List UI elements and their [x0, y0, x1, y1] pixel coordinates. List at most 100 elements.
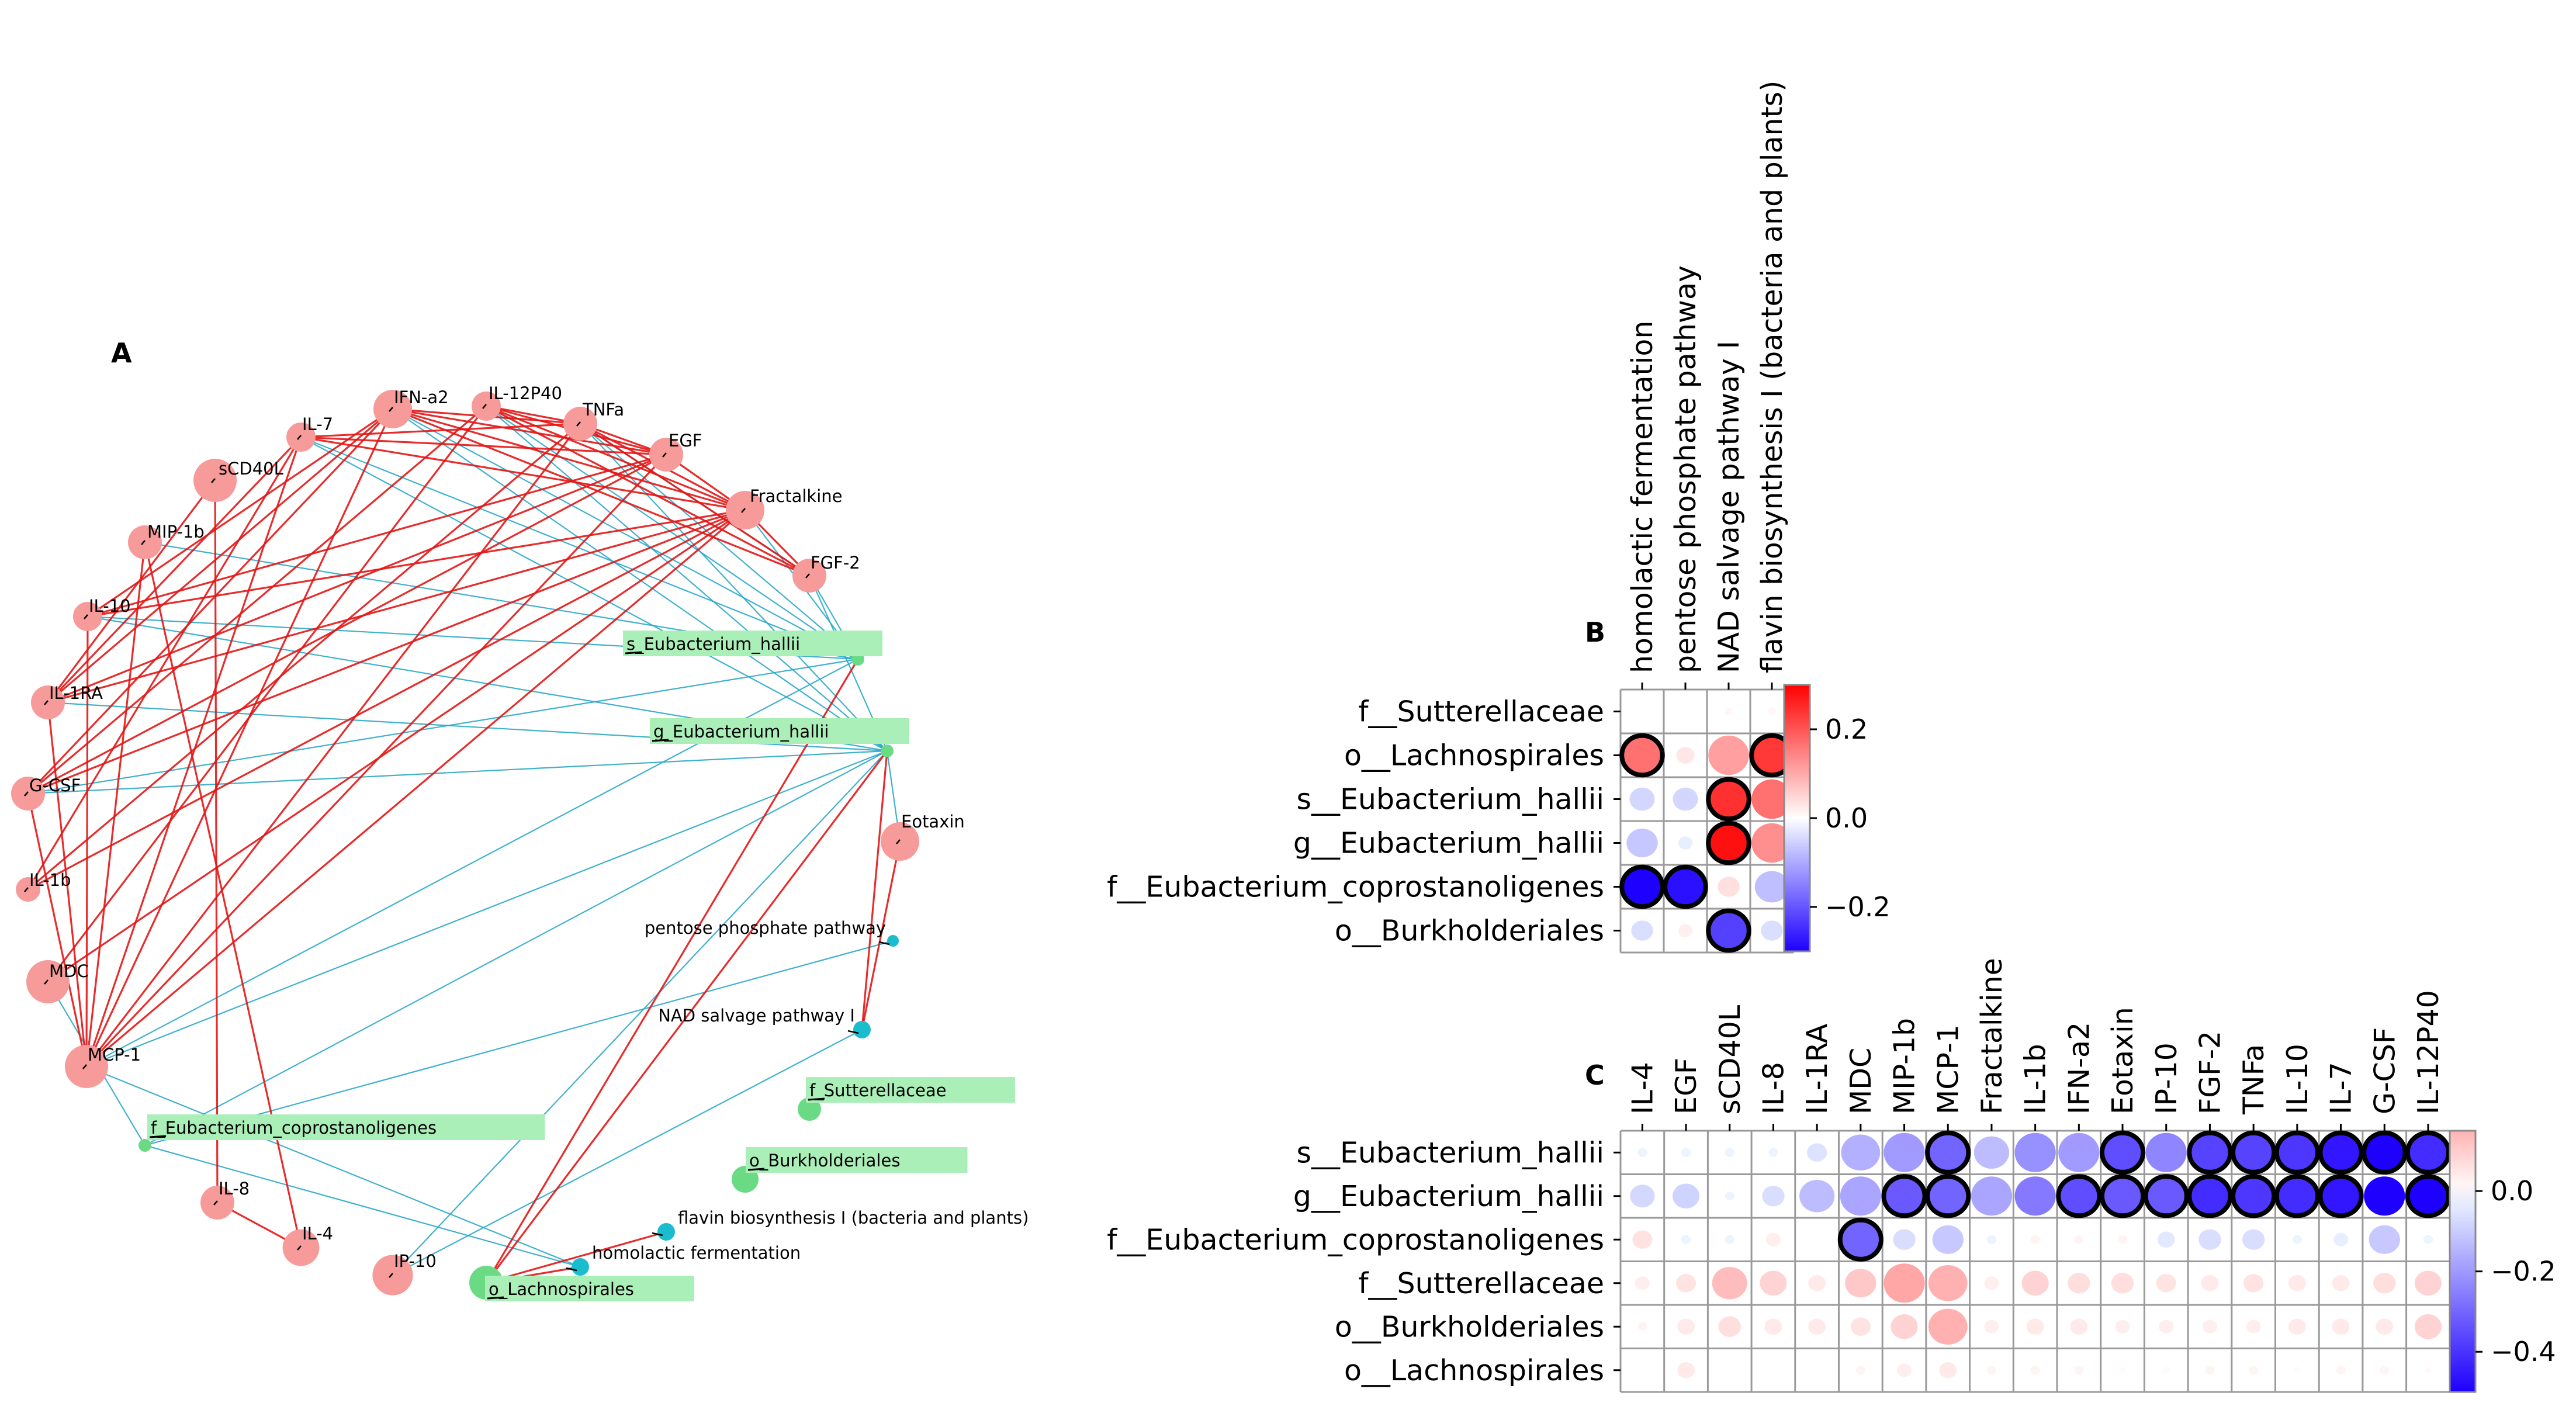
node-egf[interactable] — [649, 438, 683, 472]
node-il-12p40[interactable] — [472, 392, 501, 421]
node-il-1b[interactable] — [16, 877, 40, 902]
node-g-eubacterium-hallii[interactable] — [881, 744, 894, 757]
cell-o-lachnospirales-nad-salvage-pathway-i — [1708, 735, 1749, 775]
node-label-fgf-2: FGF-2 — [811, 553, 860, 573]
cell-f-eubacterium-coprostanoligenes-egf — [1681, 1235, 1691, 1244]
node-tick — [211, 478, 216, 483]
cell-s-eubacterium-hallii-mip-1b — [1883, 1133, 1925, 1172]
edge-pos-fractalkine-il-1b — [27, 509, 746, 891]
col-label-il-7: IL-7 — [2325, 1062, 2358, 1114]
cell-o-burkholderiales-homolactic-fermentation — [1631, 920, 1653, 941]
edge-pos-il-7-il-1b — [27, 437, 302, 890]
node-f-eubacterium-coprostanoligenes[interactable] — [139, 1139, 151, 1152]
cell-g-eubacterium-hallii-mdc — [1840, 1176, 1881, 1216]
network-nodes: IFN-a2 IL-12P40 TNFa EGF Fractalkine FGF-2 IL-… — [11, 383, 1029, 1301]
col-label-eotaxin: Eotaxin — [2106, 1007, 2139, 1114]
node-label-g-eubacterium-hallii: g_Eubacterium_hallii — [653, 722, 829, 742]
node-mdc[interactable] — [26, 960, 70, 1003]
row-label-o-burkholderiales: o__Burkholderiales — [1335, 915, 1604, 948]
colorbar-tick-label: −0.4 — [2491, 1336, 2556, 1367]
node-tick — [24, 887, 29, 892]
edge-neg-s-eubacterium-hallii-tnfa — [580, 423, 858, 660]
edge-neg-g-eubacterium-hallii-mcp-1 — [86, 750, 888, 1068]
node-fgf-2[interactable] — [792, 559, 826, 593]
col-label-flavin-biosynthesis-i-bacteria-and-plants: flavin biosynthesis I (bacteria and plan… — [1756, 81, 1789, 673]
node-label-mcp-1: MCP-1 — [88, 1045, 141, 1065]
cell-s-eubacterium-hallii-il-8 — [1768, 1148, 1778, 1157]
node-fractalkine[interactable] — [726, 491, 764, 529]
cell-f-eubacterium-coprostanoligenes-eotaxin — [2117, 1235, 2128, 1244]
edge-neg-g-eubacterium-hallii-ip-10 — [392, 750, 888, 1276]
edge-neg-ip-10-nad-salvage-pathway-i — [392, 1029, 863, 1276]
cell-o-lachnospirales-fractalkine — [1986, 1366, 1997, 1375]
node-il-10[interactable] — [73, 602, 102, 631]
edge-pos-g-eubacterium-hallii-o-lachnospirales — [485, 750, 888, 1283]
node-flavin-biosynthesis-i-bacteria-and-plants[interactable] — [657, 1223, 675, 1241]
panel-b-label: B — [1585, 617, 1605, 648]
cell-o-lachnospirales-mip-1b — [1897, 1363, 1912, 1377]
node-g-csf[interactable] — [11, 777, 45, 811]
cell-o-burkholderiales-flavin-biosynthesis-i-bacteria-and-plants — [1761, 920, 1783, 941]
row-label-f-sutterellaceae: f__Sutterellaceae — [1358, 1267, 1604, 1300]
cell-o-lachnospirales-pentose-phosphate-pathway — [1676, 747, 1695, 764]
cell-f-eubacterium-coprostanoligenes-il-4 — [1632, 1230, 1653, 1249]
node-f-sutterellaceae[interactable] — [798, 1097, 821, 1121]
node-pentose-phosphate-pathway[interactable] — [887, 935, 899, 947]
node-tick — [389, 407, 393, 412]
node-il-7[interactable] — [286, 422, 316, 452]
cell-o-burkholderiales-ip-10 — [2159, 1320, 2174, 1334]
node-scd40l[interactable] — [193, 459, 237, 502]
node-tick — [625, 651, 642, 654]
node-il-4[interactable] — [282, 1229, 320, 1266]
taxon-label-bg — [650, 718, 909, 744]
edge-pos-il-12p40-fractalkine — [486, 405, 746, 511]
node-nad-salvage-pathway-i[interactable] — [853, 1021, 871, 1038]
cell-g-eubacterium-hallii-homolactic-fermentation — [1626, 828, 1658, 858]
cell-g-eubacterium-hallii-il-1ra — [1799, 1180, 1835, 1213]
cell-f-sutterellaceae-scd40l — [1712, 1267, 1747, 1300]
row-label-f-eubacterium-coprostanoligenes: f__Eubacterium_coprostanoligenes — [1107, 1223, 1604, 1256]
cell-o-burkholderiales-il-10 — [2288, 1318, 2306, 1335]
cell-g-eubacterium-hallii-eotaxin — [2099, 1174, 2146, 1218]
node-tick — [487, 1296, 504, 1300]
cell-f-sutterellaceae-mdc — [1845, 1269, 1876, 1298]
row-label-s-eubacterium-hallii: s__Eubacterium_hallii — [1296, 783, 1604, 816]
colorbar-tick-label: 0.0 — [1825, 802, 1868, 834]
cell-f-eubacterium-coprostanoligenes-ifn-a2 — [2074, 1235, 2084, 1244]
node-tick — [297, 435, 302, 440]
cell-g-eubacterium-hallii-flavin-biosynthesis-i-bacteria-and-plants — [1751, 823, 1792, 863]
cell-o-burkholderiales-il-8 — [1764, 1318, 1782, 1335]
node-ifn-a2[interactable] — [373, 390, 412, 428]
cell-o-lachnospirales-homolactic-fermentation — [1619, 733, 1665, 778]
node-tick — [24, 791, 29, 796]
cell-o-burkholderiales-ifn-a2 — [2070, 1318, 2088, 1335]
cell-f-sutterellaceae-g-csf — [2373, 1273, 2396, 1294]
node-mcp-1[interactable] — [65, 1045, 108, 1088]
node-homolactic-fermentation[interactable] — [572, 1258, 589, 1276]
edge-pos-ifn-a2-il-1ra — [47, 408, 394, 704]
node-il-8[interactable] — [200, 1186, 234, 1220]
cell-g-eubacterium-hallii-ip-10 — [2143, 1174, 2189, 1218]
edge-pos-il-7-egf — [300, 436, 667, 456]
cell-o-lachnospirales-il-4 — [1640, 1368, 1644, 1372]
node-ip-10[interactable] — [372, 1255, 413, 1296]
cell-s-eubacterium-hallii-il-1ra — [1807, 1143, 1827, 1162]
cell-o-burkholderiales-il-1ra — [1808, 1318, 1826, 1335]
row-label-g-eubacterium-hallii: g__Eubacterium_hallii — [1293, 1180, 1604, 1213]
node-eotaxin[interactable] — [881, 822, 919, 861]
cell-g-eubacterium-hallii-fractalkine — [1971, 1176, 2013, 1216]
edge-neg-s-eubacterium-hallii-g-csf — [27, 658, 858, 795]
cell-o-lachnospirales-egf — [1677, 1362, 1695, 1379]
edge-pos-il-12p40-fgf-2 — [486, 405, 810, 577]
cell-s-eubacterium-hallii-il-10 — [2274, 1130, 2320, 1175]
cell-f-sutterellaceae-fgf-2 — [2201, 1275, 2219, 1291]
cell-s-eubacterium-hallii-nad-salvage-pathway-i — [1706, 777, 1751, 822]
colorbar-tick-label: 0.2 — [1825, 714, 1868, 745]
cell-o-burkholderiales-mip-1b — [1891, 1314, 1918, 1339]
node-il-1ra[interactable] — [31, 685, 65, 719]
colorbar — [1783, 684, 1811, 953]
node-label-flavin-biosynthesis-i-bacteria-and-plants: flavin biosynthesis I (bacteria and plan… — [678, 1208, 1029, 1228]
node-tnfa[interactable] — [563, 407, 597, 441]
node-mip-1b[interactable] — [128, 525, 162, 559]
